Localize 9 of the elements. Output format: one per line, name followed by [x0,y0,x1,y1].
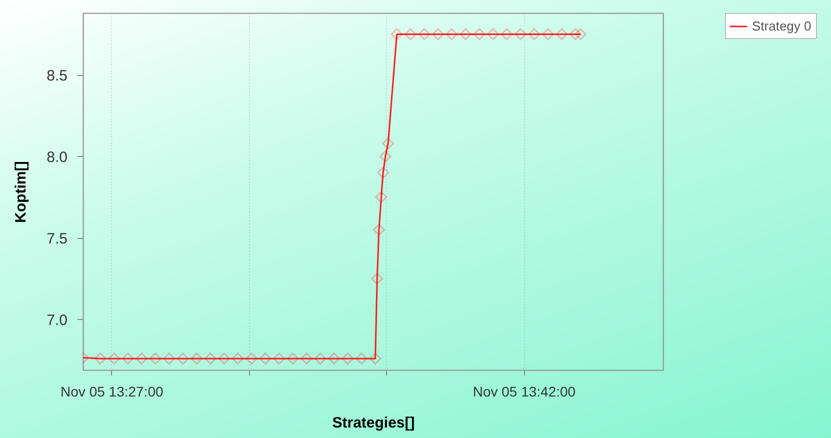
y-tick-label: 8.5 [46,67,68,84]
y-tick-label: 7.5 [46,230,68,248]
legend-label: Strategy 0 [752,18,812,34]
y-axis-title: Koptim[] [12,161,30,223]
x-tick-label: Nov 05 13:42:00 [472,384,576,400]
y-tick-label: 8.0 [46,148,68,166]
x-tick-label: Nov 05 13:27:00 [60,384,164,400]
x-axis-title: Strategies[] [332,414,415,432]
y-tick-label: 7.0 [46,312,68,329]
